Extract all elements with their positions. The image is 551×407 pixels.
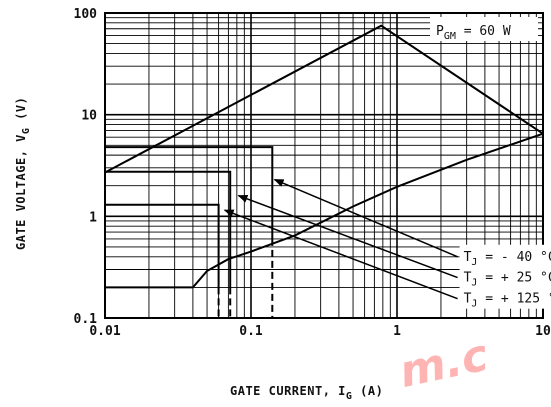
annotation-background (459, 286, 551, 309)
x-tick-label: 10 (535, 324, 551, 339)
x-axis-label-unit: (A) (352, 384, 383, 398)
x-axis-label-text: GATE CURRENT, I (230, 384, 346, 398)
x-tick-label: 0.1 (239, 324, 263, 339)
y-tick-label: 0.1 (74, 312, 98, 327)
y-tick-label: 100 (74, 7, 98, 22)
annotation-arrow (223, 209, 458, 300)
y-tick-label: 1 (89, 210, 97, 225)
watermark: m.c (395, 330, 492, 398)
y-axis-label-sub: G (21, 128, 32, 135)
y-tick-label: 10 (81, 109, 97, 124)
x-axis-label: GATE CURRENT, IG (A) (230, 384, 383, 402)
y-axis-label: GATE VOLTAGE, VG (V) (14, 97, 32, 250)
power-label-background (430, 17, 538, 41)
y-axis-label-unit: (V) (14, 97, 28, 128)
annotation-value: = - 40 °C (477, 250, 551, 265)
annotation-label: TJ = + 25 °C (464, 271, 551, 289)
series-line-0 (104, 24, 544, 174)
temperature-annotations: TJ = - 40 °CTJ = + 25 °CTJ = + 125 °C (223, 178, 551, 310)
power-label-sub: GM (444, 31, 456, 42)
annotation-prefix: T (464, 271, 472, 286)
annotation-prefix: T (464, 292, 472, 307)
x-tick-label: 0.01 (89, 324, 120, 339)
annotation-background (459, 265, 551, 288)
annotation-value: = + 125 °C (477, 292, 551, 307)
annotation-label: TJ = - 40 °C (464, 250, 551, 268)
annotation-value: = + 25 °C (477, 271, 551, 286)
x-axis-label-sub: G (346, 391, 353, 402)
annotation-sub: J (471, 299, 477, 310)
y-axis-label-text: GATE VOLTAGE, V (14, 134, 28, 250)
annotation-sub: J (471, 278, 477, 289)
annotation-arrow (273, 178, 458, 258)
series-line-4 (105, 146, 274, 239)
annotation-sub: J (471, 257, 477, 268)
power-label: PGM = 60 W (436, 24, 511, 42)
annotation-prefix: T (464, 250, 472, 265)
plot-frame (104, 12, 544, 319)
annotation-label: TJ = + 125 °C (464, 292, 551, 310)
series-line-3 (105, 170, 232, 288)
annotation-arrow (237, 194, 458, 279)
x-tick-label: 1 (393, 324, 401, 339)
power-label-value: = 60 W (456, 24, 511, 39)
series-line-2 (105, 203, 220, 288)
annotation-background (459, 244, 551, 267)
power-label-text: P (436, 24, 444, 39)
